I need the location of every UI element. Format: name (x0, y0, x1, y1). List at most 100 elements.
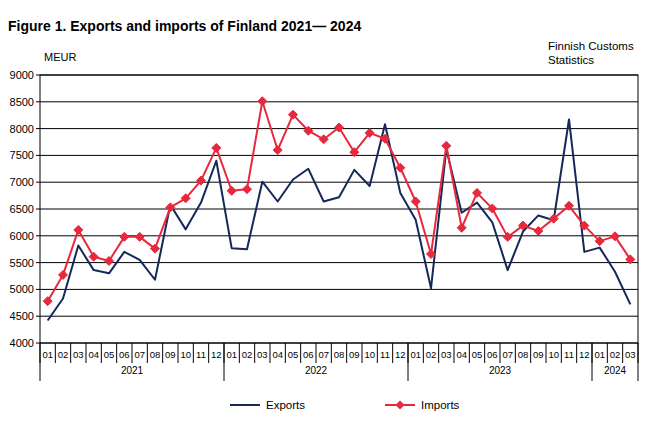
x-tick (622, 343, 623, 363)
grid-line (40, 155, 638, 156)
x-tick-label: 12 (395, 349, 406, 360)
plot-area (43, 97, 635, 321)
x-tick-label: 08 (334, 349, 345, 360)
marker (289, 110, 298, 119)
x-tick-label: 10 (364, 349, 375, 360)
grid-line (40, 289, 638, 290)
marker (319, 135, 328, 144)
y-tick (36, 75, 40, 76)
x-tick (377, 343, 378, 363)
marker (258, 97, 267, 106)
year-separator (408, 343, 409, 381)
x-tick (331, 343, 332, 363)
x-tick (239, 343, 240, 363)
grid-line (40, 209, 638, 210)
marker (595, 237, 604, 246)
y-tick (36, 182, 40, 183)
x-tick (346, 343, 347, 363)
x-tick (86, 343, 87, 363)
x-tick-label: 01 (42, 349, 53, 360)
x-tick-label: 03 (441, 349, 452, 360)
marker (549, 214, 558, 223)
marker (273, 146, 282, 155)
marker (488, 204, 497, 213)
x-tick-label: 08 (518, 349, 529, 360)
x-tick-label: 05 (288, 349, 299, 360)
x-tick-label: 09 (165, 349, 176, 360)
x-tick-label: 07 (134, 349, 145, 360)
x-tick-label: 02 (610, 349, 621, 360)
x-tick-label: 07 (502, 349, 513, 360)
x-tick (362, 343, 363, 363)
x-tick-label: 02 (426, 349, 437, 360)
x-tick-label: 05 (472, 349, 483, 360)
marker (427, 250, 436, 259)
marker (151, 244, 160, 253)
x-tick (607, 343, 608, 363)
marker (181, 194, 190, 203)
marker (381, 134, 390, 143)
marker (120, 232, 129, 241)
chart: Figure 1. Exports and imports of Finland… (0, 0, 661, 432)
x-tick (423, 343, 424, 363)
x-tick-label: 09 (533, 349, 544, 360)
legend-label: Exports (266, 399, 305, 411)
marker (243, 185, 252, 194)
x-tick (561, 343, 562, 363)
y-tick-label: 6000 (10, 230, 34, 242)
grid-line (40, 316, 638, 317)
x-tick-label: 07 (318, 349, 329, 360)
marker (365, 128, 374, 137)
marker (611, 232, 620, 241)
grid-line (40, 262, 638, 263)
y-tick (36, 289, 40, 290)
marker (59, 270, 68, 279)
x-tick (438, 343, 439, 363)
x-tick-label: 09 (349, 349, 360, 360)
x-tick-label: 01 (226, 349, 237, 360)
x-tick-label: 11 (564, 349, 574, 360)
marker (304, 126, 313, 135)
x-tick (546, 343, 547, 363)
marker (227, 186, 236, 195)
year-label: 2021 (121, 365, 144, 376)
x-tick-label: 02 (58, 349, 69, 360)
marker (503, 232, 512, 241)
year-label: 2023 (489, 365, 512, 376)
marker (457, 223, 466, 232)
x-tick-label: 06 (487, 349, 498, 360)
series-line (48, 101, 631, 301)
marker (580, 221, 589, 230)
marker (212, 143, 221, 152)
x-tick (300, 343, 301, 363)
marker (350, 148, 359, 157)
x-tick (70, 343, 71, 363)
legend-line (230, 404, 260, 406)
y-tick-label: 7500 (10, 149, 34, 161)
marker (626, 255, 635, 264)
x-tick-label: 12 (579, 349, 590, 360)
x-tick-label: 11 (380, 349, 390, 360)
legend-marker (396, 401, 405, 410)
x-tick (208, 343, 209, 363)
x-tick (162, 343, 163, 363)
marker (565, 201, 574, 210)
marker (89, 252, 98, 261)
y-tick (36, 128, 40, 129)
x-tick (285, 343, 286, 363)
grid-line (40, 101, 638, 102)
y-tick-label: 8000 (10, 123, 34, 135)
x-tick-label: 01 (410, 349, 421, 360)
x-tick-label: 03 (625, 349, 636, 360)
x-tick-label: 04 (272, 349, 283, 360)
y-tick (36, 155, 40, 156)
source: Finnish Customs (548, 40, 634, 52)
x-tick-label: 12 (211, 349, 222, 360)
year-label: 2024 (604, 365, 627, 376)
x-tick (530, 343, 531, 363)
marker (135, 232, 144, 241)
x-tick (193, 343, 194, 363)
x-tick-label: 10 (180, 349, 191, 360)
x-tick-label: 03 (257, 349, 268, 360)
marker (335, 123, 344, 132)
